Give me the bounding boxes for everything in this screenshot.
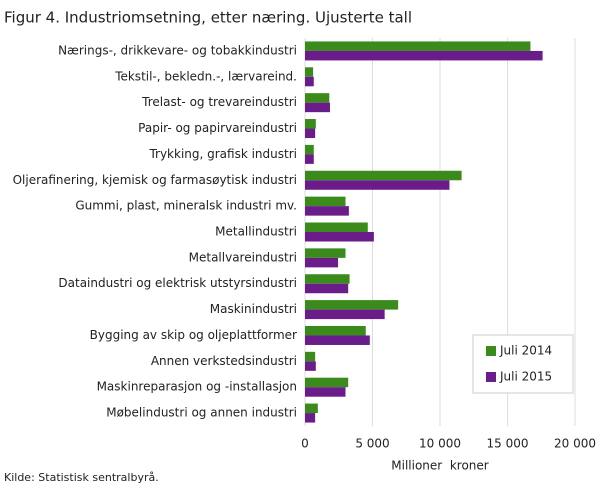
- bar: [305, 50, 543, 61]
- y-tick-label: Annen verkstedsindustri: [151, 354, 297, 368]
- x-tick-label: 15 000: [487, 437, 529, 451]
- bar: [305, 300, 399, 310]
- bar: [305, 325, 366, 336]
- y-tick-label: Papir- og papirvareindustri: [138, 121, 297, 135]
- bar: [305, 413, 316, 423]
- bar: [305, 248, 346, 258]
- y-tick-label: Gummi, plast, mineralsk industri mv.: [75, 199, 297, 213]
- bar: [305, 257, 339, 268]
- bar: [305, 222, 368, 232]
- bar: [305, 93, 330, 103]
- legend-label: Juli 2015: [499, 370, 552, 384]
- bar: [305, 403, 318, 414]
- x-tick-label: 10 000: [419, 437, 461, 451]
- bar: [305, 387, 346, 397]
- x-tick-label: 20 000: [554, 437, 596, 451]
- y-tick-label: Maskinindustri: [210, 302, 297, 316]
- bar: [305, 170, 462, 181]
- bar: [305, 232, 374, 242]
- bar: [305, 41, 531, 51]
- y-tick-label: Møbelindustri og annen industri: [106, 406, 297, 420]
- bar: [305, 76, 314, 87]
- bar: [305, 351, 316, 362]
- y-tick-label: Nærings-, drikkevare- og tobakkindustri: [58, 43, 297, 57]
- y-tick-label: Metallvareindustri: [189, 250, 297, 264]
- legend-label: Juli 2014: [499, 344, 552, 358]
- bar: [305, 335, 370, 345]
- x-axis-label: Millioner kroner: [391, 459, 489, 473]
- bar: [305, 128, 316, 139]
- legend-swatch: [486, 346, 496, 356]
- y-tick-label: Bygging av skip og oljeplattformer: [90, 328, 297, 342]
- bar: [305, 119, 316, 129]
- y-tick-label: Metallindustri: [215, 225, 297, 239]
- y-tick-label: Trykking, grafisk industri: [148, 147, 297, 161]
- legend-box: [472, 334, 574, 394]
- y-tick-label: Maskinreparasjon og -installasjon: [97, 380, 297, 394]
- y-tick-label: Dataindustri og elektrisk utstyrsindustr…: [58, 276, 297, 290]
- bar: [305, 102, 330, 113]
- x-tick-label: 0: [301, 437, 309, 451]
- source: Kilde: Statistisk sentralbyrå.: [4, 471, 159, 484]
- legend-swatch: [486, 372, 496, 382]
- y-tick-label: Oljerafinering, kjemisk og farmasøytisk …: [13, 173, 297, 187]
- bar: [305, 144, 314, 155]
- bar: [305, 377, 349, 388]
- bar: [305, 180, 450, 190]
- bar: [305, 361, 316, 371]
- y-tick-label: Tekstil-, bekledn.-, lærvareind.: [114, 69, 297, 83]
- bar: [305, 154, 314, 164]
- bar: [305, 274, 350, 284]
- bar: [305, 67, 314, 77]
- bar: [305, 283, 349, 294]
- y-tick-label: Trelast- og trevareindustri: [141, 95, 297, 109]
- bar: [305, 206, 349, 216]
- x-tick-label: 5 000: [355, 437, 389, 451]
- chart-title: Figur 4. Industriomsetning, etter næring…: [4, 9, 412, 27]
- bar: [305, 309, 385, 320]
- bar: [305, 196, 346, 207]
